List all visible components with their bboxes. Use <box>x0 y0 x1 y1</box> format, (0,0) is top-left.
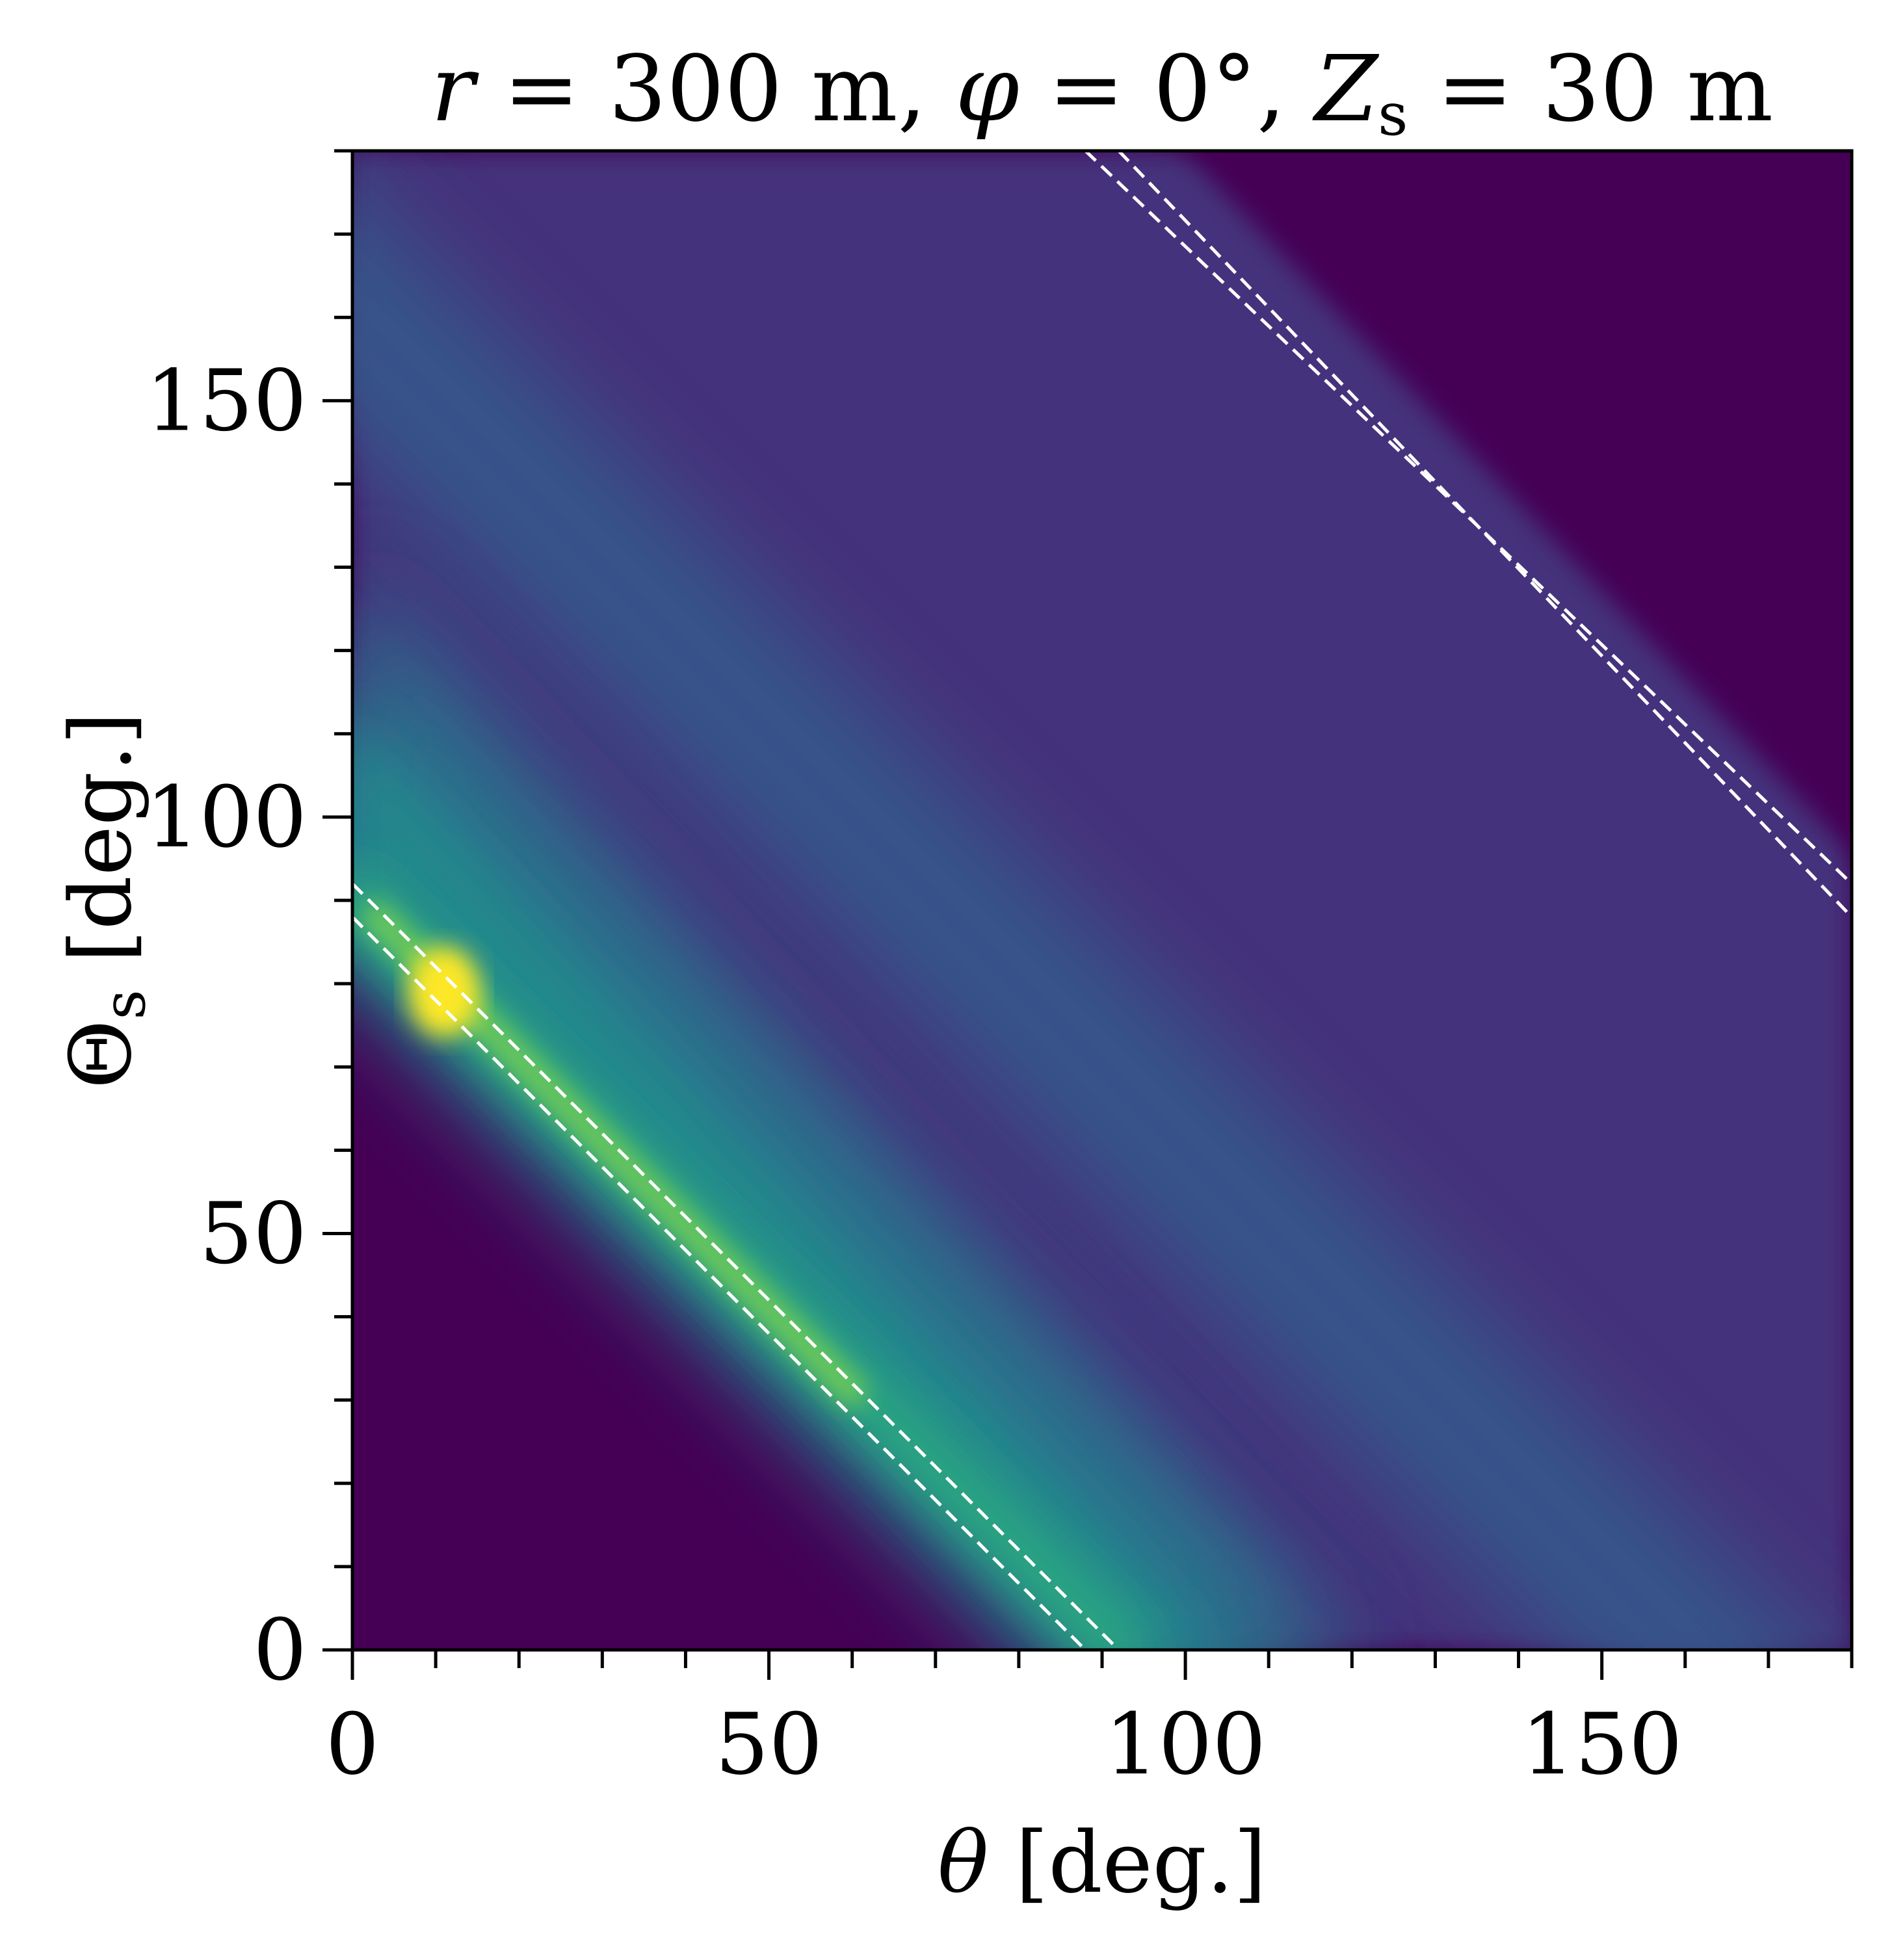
x-tick-label: 50 <box>715 1695 822 1794</box>
y-tick-label: 50 <box>200 1184 307 1283</box>
plot-area <box>350 149 1854 1652</box>
guide-line-1 <box>352 882 1120 1650</box>
heatmap-band-2 <box>352 184 1819 1650</box>
y-tick-label: 0 <box>253 1601 307 1699</box>
x-axis-label: θ [deg.] <box>938 1813 1267 1912</box>
x-axis: 0 50 100 150 <box>326 1650 1854 1794</box>
y-tick-label: 100 <box>146 768 307 867</box>
heatmap-field <box>352 151 1852 1650</box>
guide-lines <box>352 151 1852 1650</box>
y-axis: 0 50 100 150 <box>146 149 352 1699</box>
heatmap-corner-low <box>1183 151 1852 855</box>
heatmap-lower-low <box>352 1047 982 1650</box>
chart-title: r = 300 m, φ = 0°, Zs = 30 m <box>431 36 1773 149</box>
heatmap-peak <box>408 946 480 1038</box>
x-tick-label: 100 <box>1105 1695 1266 1794</box>
y-tick-label: 150 <box>146 351 307 450</box>
y-axis-label: Θs [deg.] <box>51 712 159 1089</box>
guide-line-2 <box>352 915 1087 1650</box>
x-tick-label: 0 <box>326 1695 380 1794</box>
x-tick-label: 150 <box>1521 1695 1683 1794</box>
heatmap-ridge-halo <box>352 567 1352 1650</box>
heatmap-ridge-halo-inner <box>352 717 1219 1650</box>
